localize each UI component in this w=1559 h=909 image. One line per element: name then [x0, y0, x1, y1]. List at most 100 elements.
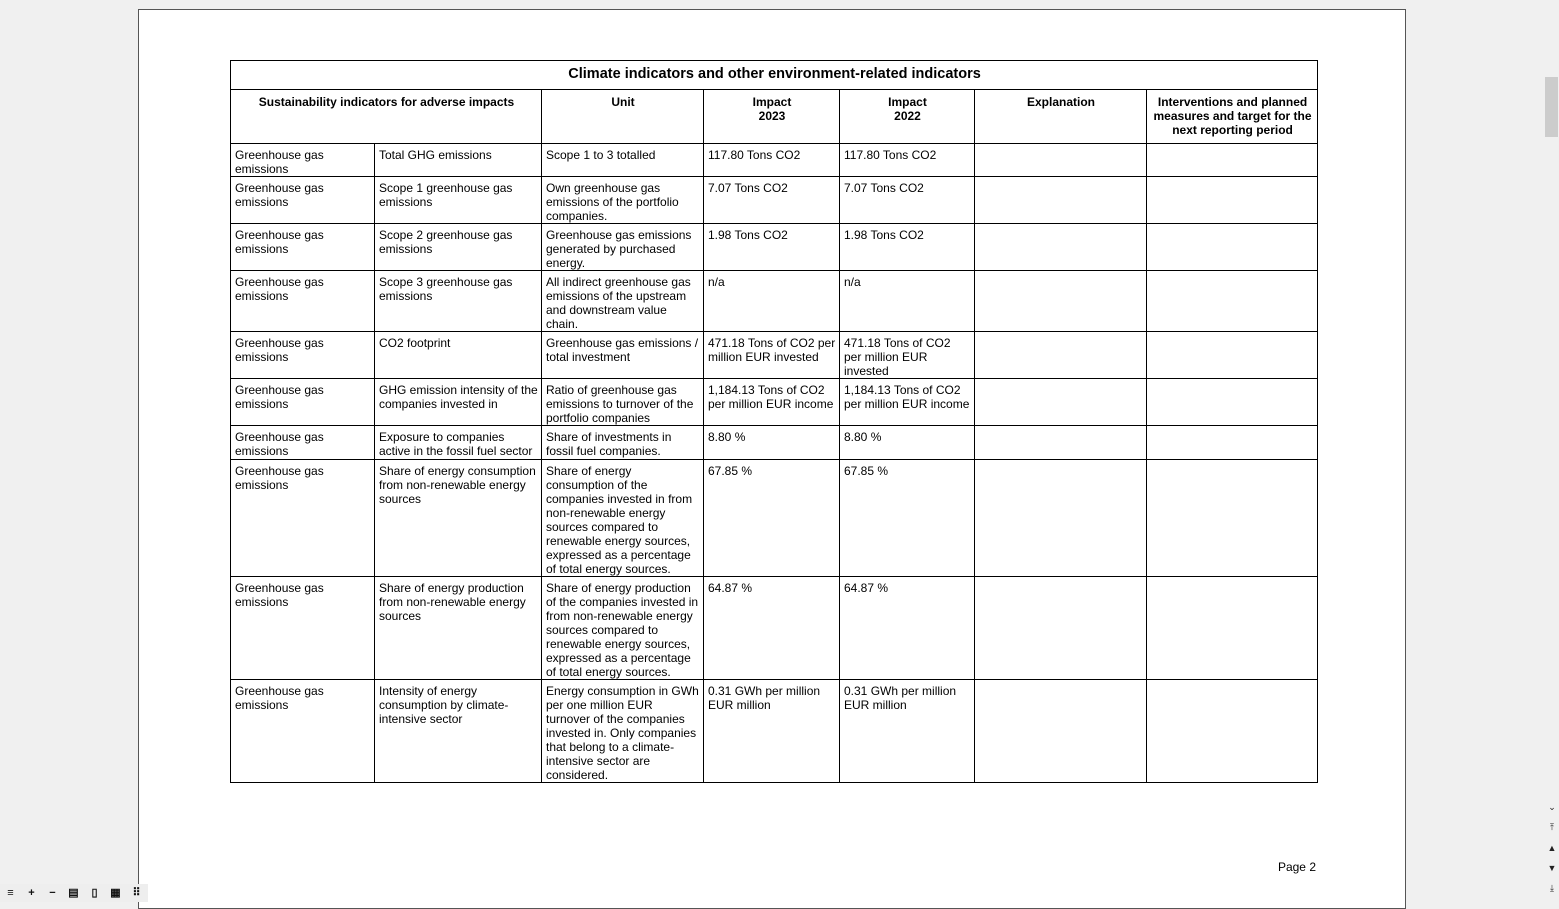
impact-2023-cell: 471.18 Tons of CO2 per million EUR inves…: [703, 331, 840, 379]
view-toolbar: ≡ + − ▤ ▯ ▦ ⠿: [0, 884, 148, 902]
interventions-cell: [1145, 679, 1319, 783]
impact-2023-cell: 1,184.13 Tons of CO2 per million EUR inc…: [703, 378, 840, 426]
category-cell: Greenhouse gas emissions: [230, 576, 375, 680]
impact-2023-cell: 64.87 %: [703, 576, 840, 680]
table-row: Greenhouse gas emissions Intensity of ene…: [230, 679, 1319, 783]
vertical-scrollbar[interactable]: ⌄ ⤒ ▲ ▼ ⤓: [1543, 0, 1559, 902]
interventions-cell: [1145, 143, 1319, 177]
impact-2022-cell: 117.80 Tons CO2: [839, 143, 975, 177]
category-cell: Greenhouse gas emissions: [230, 176, 375, 224]
unit-cell: Greenhouse gas emissions generated by pu…: [541, 223, 704, 271]
impact-2022-cell: 1,184.13 Tons of CO2 per million EUR inc…: [839, 378, 975, 426]
unit-cell: Scope 1 to 3 totalled: [541, 143, 704, 177]
indicator-cell: Exposure to companies active in the foss…: [374, 425, 542, 460]
scrollbar-thumb[interactable]: [1545, 77, 1558, 137]
explanation-cell: [974, 576, 1147, 680]
document-page: Climate indicators and other environment…: [138, 9, 1406, 909]
header-impact-2023: Impact 2023: [703, 89, 840, 144]
interventions-cell: [1145, 223, 1319, 271]
table-row: Greenhouse gas emissions Scope 3 greenhou…: [230, 270, 1319, 332]
unit-cell: Ratio of greenhouse gas emissions to tur…: [541, 378, 704, 426]
explanation-cell: [974, 679, 1147, 783]
impact-2022-cell: 64.87 %: [839, 576, 975, 680]
impact-2022-cell: n/a: [839, 270, 975, 332]
interventions-cell: [1145, 378, 1319, 426]
impact-2023-cell: 0.31 GWh per million EUR million: [703, 679, 840, 783]
zoom-out-icon[interactable]: −: [49, 887, 56, 899]
unit-cell: Energy consumption in GWh per one millio…: [541, 679, 704, 783]
table-row: Greenhouse gas emissions Share of energy …: [230, 576, 1319, 680]
unit-cell: All indirect greenhouse gas emissions of…: [541, 270, 704, 332]
previous-page-icon[interactable]: ▲: [1547, 843, 1557, 853]
explanation-cell: [974, 378, 1147, 426]
page-width-icon[interactable]: ▯: [91, 887, 98, 899]
category-cell: Greenhouse gas emissions: [230, 143, 375, 177]
impact-2022-cell: 1.98 Tons CO2: [839, 223, 975, 271]
indicator-cell: Scope 2 greenhouse gas emissions: [374, 223, 542, 271]
impact-2023-cell: 117.80 Tons CO2: [703, 143, 840, 177]
category-cell: Greenhouse gas emissions: [230, 378, 375, 426]
category-cell: Greenhouse gas emissions: [230, 331, 375, 379]
interventions-cell: [1145, 176, 1319, 224]
explanation-cell: [974, 176, 1147, 224]
table-row: Greenhouse gas emissions Scope 1 greenhou…: [230, 176, 1319, 224]
impact-2023-cell: 67.85 %: [703, 459, 840, 577]
page-number: Page 2: [1277, 860, 1316, 874]
category-cell: Greenhouse gas emissions: [230, 223, 375, 271]
table-row: Greenhouse gas emissions Share of energy …: [230, 459, 1319, 577]
grid-2-icon[interactable]: ▦: [110, 887, 121, 899]
indicator-cell: Scope 3 greenhouse gas emissions: [374, 270, 542, 332]
impact-2022-cell: 67.85 %: [839, 459, 975, 577]
first-page-icon[interactable]: ⤒: [1550, 822, 1554, 832]
menu-icon[interactable]: ≡: [7, 887, 14, 899]
explanation-cell: [974, 459, 1147, 577]
table-row: Greenhouse gas emissions Scope 2 greenhou…: [230, 223, 1319, 271]
climate-indicators-table: Climate indicators and other environment…: [229, 60, 1319, 783]
indicator-cell: Intensity of energy consumption by clima…: [374, 679, 542, 783]
single-page-icon[interactable]: ▤: [68, 887, 79, 899]
interventions-cell: [1145, 459, 1319, 577]
header-unit: Unit: [541, 89, 704, 144]
table-row: Greenhouse gas emissions GHG emission int…: [230, 378, 1319, 426]
header-explanation: Explanation: [974, 89, 1147, 144]
category-cell: Greenhouse gas emissions: [230, 679, 375, 783]
indicator-cell: Scope 1 greenhouse gas emissions: [374, 176, 542, 224]
impact-2022-cell: 0.31 GWh per million EUR million: [839, 679, 975, 783]
explanation-cell: [974, 331, 1147, 379]
explanation-cell: [974, 143, 1147, 177]
indicator-cell: Share of energy production from non-rene…: [374, 576, 542, 680]
impact-2023-cell: 8.80 %: [703, 425, 840, 460]
impact-2023-cell: 7.07 Tons CO2: [703, 176, 840, 224]
header-impact-2022: Impact 2022: [839, 89, 975, 144]
indicator-cell: Total GHG emissions: [374, 143, 542, 177]
impact-2022-cell: 7.07 Tons CO2: [839, 176, 975, 224]
impact-2022-cell: 471.18 Tons of CO2 per million EUR inves…: [839, 331, 975, 379]
unit-cell: Own greenhouse gas emissions of the port…: [541, 176, 704, 224]
last-page-icon[interactable]: ⤓: [1550, 883, 1554, 893]
category-cell: Greenhouse gas emissions: [230, 459, 375, 577]
indicator-cell: GHG emission intensity of the companies …: [374, 378, 542, 426]
interventions-cell: [1145, 270, 1319, 332]
unit-cell: Share of investments in fossil fuel comp…: [541, 425, 704, 460]
grid-3-icon[interactable]: ⠿: [132, 887, 141, 899]
interventions-cell: [1145, 576, 1319, 680]
interventions-cell: [1145, 331, 1319, 379]
interventions-cell: [1145, 425, 1319, 460]
unit-cell: Share of energy consumption of the compa…: [541, 459, 704, 577]
header-indicators: Sustainability indicators for adverse im…: [230, 89, 542, 144]
category-cell: Greenhouse gas emissions: [230, 425, 375, 460]
impact-2022-cell: 8.80 %: [839, 425, 975, 460]
next-page-icon[interactable]: ▼: [1547, 863, 1557, 873]
zoom-in-icon[interactable]: +: [28, 887, 35, 899]
scroll-down-icon[interactable]: ⌄: [1548, 802, 1556, 812]
impact-2023-cell: n/a: [703, 270, 840, 332]
impact-2023-cell: 1.98 Tons CO2: [703, 223, 840, 271]
unit-cell: Share of energy production of the compan…: [541, 576, 704, 680]
category-cell: Greenhouse gas emissions: [230, 270, 375, 332]
table-row: Greenhouse gas emissions CO2 footprint Gre…: [230, 331, 1319, 379]
header-interventions: Interventions and planned measures and t…: [1145, 89, 1319, 144]
indicator-cell: Share of energy consumption from non-ren…: [374, 459, 542, 577]
table-title: Climate indicators and other environment…: [229, 60, 1319, 90]
explanation-cell: [974, 223, 1147, 271]
indicator-cell: CO2 footprint: [374, 331, 542, 379]
